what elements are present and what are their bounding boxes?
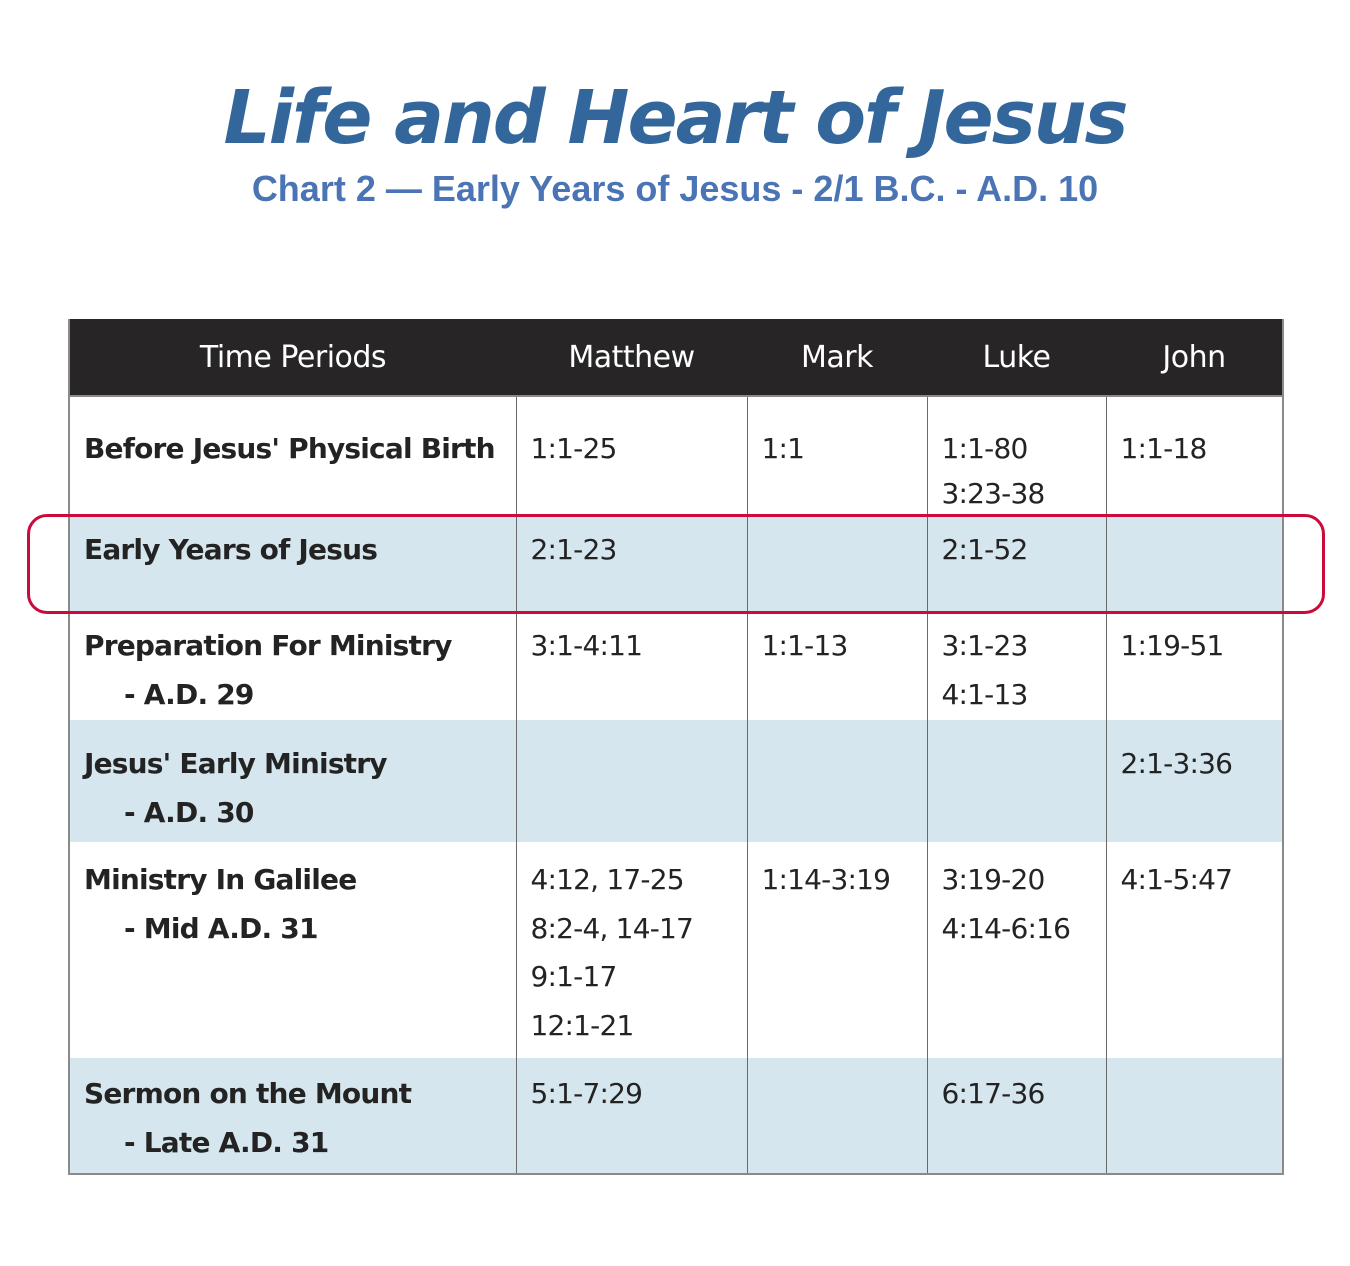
column-header-mark: Mark — [747, 319, 927, 397]
page-title: Life and Heart of Jesus — [223, 75, 1129, 161]
mark-cell — [746, 720, 927, 842]
scripture-ref: 4:1-13 — [941, 677, 1029, 711]
table-row: Sermon on the Mount - Late A.D. 31 5:1-7… — [69, 1058, 1283, 1174]
scripture-ref: 3:1-23 — [941, 629, 1029, 662]
luke-cell: 1:1-80 3:23-38 — [926, 396, 1106, 516]
column-header-luke: Luke — [927, 319, 1106, 397]
table-row: Before Jesus' Physical Birth 1:1-25 1:1 … — [69, 396, 1283, 516]
matthew-cell — [515, 720, 747, 842]
mark-cell — [746, 1058, 927, 1174]
scripture-ref: 1:1-25 — [530, 432, 618, 465]
period-date: - Late A.D. 31 — [124, 1125, 329, 1159]
luke-cell: 6:17-36 — [926, 1058, 1106, 1174]
scripture-ref: 1:1-18 — [1120, 432, 1208, 465]
scripture-ref: 1:14-3:19 — [761, 863, 891, 896]
luke-cell: 3:1-23 4:1-13 — [926, 614, 1106, 720]
scripture-ref: 2:1-3:36 — [1120, 747, 1233, 780]
period-label: Jesus' Early Ministry — [84, 747, 388, 780]
john-cell: 1:1-18 — [1105, 396, 1283, 516]
john-cell: 4:1-5:47 — [1105, 842, 1283, 1058]
luke-cell: 2:1-52 — [926, 516, 1106, 614]
table-row: Preparation For Ministry - A.D. 29 3:1-4… — [69, 614, 1283, 720]
page-subtitle: Chart 2 — Early Years of Jesus - 2/1 B.C… — [251, 168, 1099, 209]
scripture-ref: 4:12, 17-25 — [530, 863, 685, 896]
scripture-ref: 3:1-4:11 — [530, 629, 643, 662]
matthew-cell: 5:1-7:29 — [515, 1058, 747, 1174]
mark-cell: 1:1-13 — [746, 614, 927, 720]
column-header-time-periods: Time Periods — [69, 319, 516, 397]
period-date: - Mid A.D. 31 — [124, 911, 318, 945]
matthew-cell: 1:1-25 — [515, 396, 747, 516]
scripture-ref: 1:1-80 — [941, 432, 1029, 465]
mark-cell: 1:14-3:19 — [746, 842, 927, 1058]
period-cell: Early Years of Jesus — [69, 516, 516, 614]
scripture-ref: 3:19-20 — [941, 863, 1046, 896]
scripture-ref: 2:1-52 — [941, 533, 1029, 566]
period-cell: Jesus' Early Ministry - A.D. 30 — [69, 720, 516, 842]
table-row-highlighted: Early Years of Jesus 2:1-23 2:1-52 — [69, 516, 1283, 614]
period-label: Sermon on the Mount — [84, 1077, 412, 1110]
table-row: Ministry In Galilee - Mid A.D. 31 4:12, … — [69, 842, 1283, 1058]
period-label: Preparation For Ministry — [84, 629, 452, 662]
mark-cell: 1:1 — [746, 396, 927, 516]
period-label: Before Jesus' Physical Birth — [84, 432, 496, 465]
period-cell: Preparation For Ministry - A.D. 29 — [69, 614, 516, 720]
luke-cell — [926, 720, 1106, 842]
period-cell: Before Jesus' Physical Birth — [69, 396, 516, 516]
table-header-row: Time Periods Matthew Mark Luke John — [69, 319, 1283, 397]
john-cell: 2:1-3:36 — [1105, 720, 1283, 842]
scripture-ref: 1:1 — [761, 432, 805, 465]
scripture-ref: 1:19-51 — [1120, 629, 1225, 662]
column-header-matthew: Matthew — [516, 319, 747, 397]
period-cell: Sermon on the Mount - Late A.D. 31 — [69, 1058, 516, 1174]
scripture-ref: 6:17-36 — [941, 1077, 1046, 1110]
scripture-ref: 3:23-38 — [941, 476, 1046, 510]
scripture-ref: 1:1-13 — [761, 629, 849, 662]
scripture-ref: 5:1-7:29 — [530, 1077, 643, 1110]
gospel-chart-table: Time Periods Matthew Mark Luke John Befo… — [68, 319, 1284, 1175]
period-label: Early Years of Jesus — [84, 533, 378, 566]
column-header-john: John — [1106, 319, 1283, 397]
john-cell — [1105, 516, 1283, 614]
scripture-ref: 8:2-4, 14-17 — [530, 911, 694, 945]
matthew-cell: 3:1-4:11 — [515, 614, 747, 720]
period-date: - A.D. 30 — [124, 795, 254, 829]
scripture-ref: 9:1-17 — [530, 960, 618, 993]
scripture-ref: 12:1-21 — [530, 1008, 635, 1042]
matthew-cell: 4:12, 17-25 8:2-4, 14-17 9:1-17 12:1-21 — [515, 842, 747, 1058]
period-cell: Ministry In Galilee - Mid A.D. 31 — [69, 842, 516, 1058]
scripture-ref: 4:1-5:47 — [1120, 863, 1233, 896]
scripture-ref: 2:1-23 — [530, 533, 618, 566]
mark-cell — [746, 516, 927, 614]
luke-cell: 3:19-20 4:14-6:16 — [926, 842, 1106, 1058]
table-row: Jesus' Early Ministry - A.D. 30 2:1-3:36 — [69, 720, 1283, 842]
john-cell — [1105, 1058, 1283, 1174]
john-cell: 1:19-51 — [1105, 614, 1283, 720]
scripture-ref: 4:14-6:16 — [941, 911, 1071, 945]
period-label: Ministry In Galilee — [84, 863, 357, 896]
matthew-cell: 2:1-23 — [515, 516, 747, 614]
period-date: - A.D. 29 — [124, 677, 254, 711]
